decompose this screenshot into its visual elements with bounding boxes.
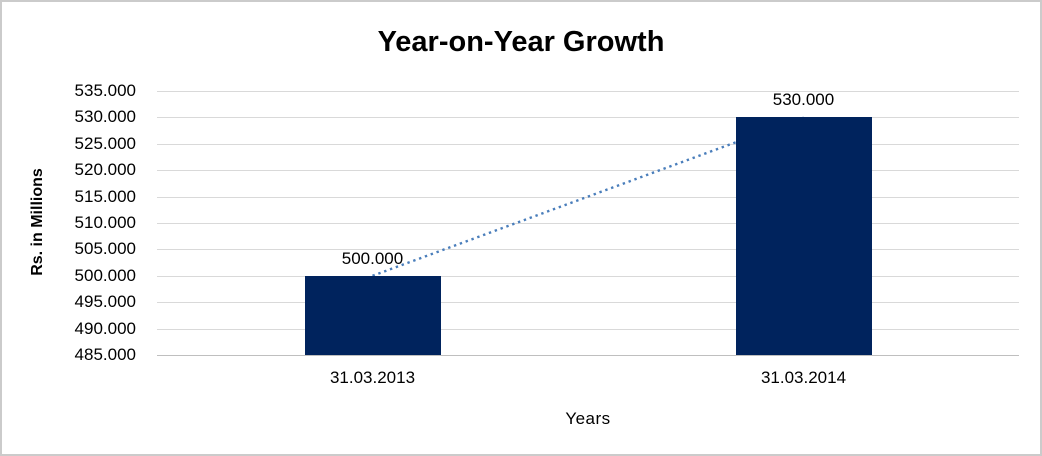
trendline-segment [372, 116, 804, 277]
gridline [157, 117, 1019, 119]
x-axis-title: Years [565, 409, 611, 428]
gridline [157, 355, 1019, 356]
gridline [157, 143, 1019, 145]
trendline [372, 116, 804, 277]
bar-data-label: 500.000 [341, 248, 404, 268]
gridline [157, 249, 1019, 251]
y-tick-label: 525.000 [74, 133, 136, 153]
y-tick-label: 485.000 [74, 345, 136, 364]
y-tick-label: 500.000 [74, 265, 136, 285]
y-tick-label: 535.000 [74, 81, 136, 100]
chart-title: Year-on-Year Growth [377, 26, 665, 58]
y-tick-label: 515.000 [74, 186, 136, 206]
x-tick-label: 31.03.2013 [329, 368, 416, 387]
gridline [157, 302, 1019, 304]
bar-data-label: 530.000 [772, 90, 835, 110]
x-tick-label: 31.03.2014 [760, 368, 847, 387]
gridline [157, 275, 1019, 277]
gridline [157, 223, 1019, 224]
bar [304, 275, 441, 355]
y-tick-label: 490.000 [74, 318, 136, 338]
y-tick-label: 505.000 [74, 239, 136, 259]
gridline [157, 170, 1019, 172]
y-tick-label: 495.000 [74, 292, 136, 312]
y-tick-label: 510.000 [74, 213, 136, 232]
bar [735, 117, 872, 355]
plot-area: 500.000 530.000 [157, 90, 1019, 356]
y-tick-label: 520.000 [74, 160, 136, 180]
y-tick-label: 530.000 [74, 107, 136, 127]
gridline [157, 91, 1019, 92]
y-axis-title: Rs. in Millions [29, 168, 46, 276]
gridline [157, 328, 1019, 330]
